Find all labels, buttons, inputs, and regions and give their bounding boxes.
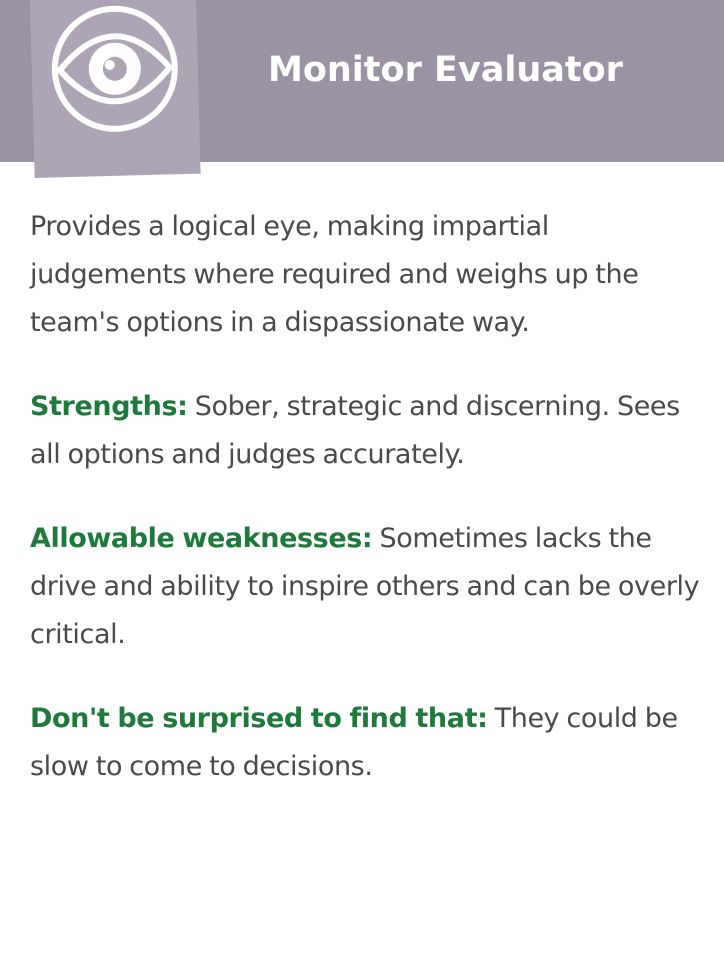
logo-badge <box>30 0 201 178</box>
page-title: Monitor Evaluator <box>268 50 623 90</box>
surprise-text: They could be slow to come to decisions. <box>30 703 678 782</box>
weaknesses-text: Sometimes lacks the drive and ability to… <box>30 523 700 650</box>
weaknesses-label: Allowable weaknesses: <box>30 523 373 554</box>
header-banner: Monitor Evaluator <box>0 0 724 178</box>
surprise-label: Don't be surprised to find that: <box>30 703 488 734</box>
eye-icon <box>51 5 178 132</box>
surprise-paragraph: Don't be surprised to find that: They co… <box>30 695 700 791</box>
strengths-text: Sober, strategic and discerning. Sees al… <box>30 391 680 470</box>
strengths-paragraph: Strengths: Sober, strategic and discerni… <box>30 383 700 479</box>
strengths-label: Strengths: <box>30 391 188 422</box>
description-paragraph: Provides a logical eye, making impartial… <box>30 211 639 338</box>
weaknesses-paragraph: Allowable weaknesses: Sometimes lacks th… <box>30 515 700 659</box>
role-description: Provides a logical eye, making impartial… <box>30 203 700 827</box>
